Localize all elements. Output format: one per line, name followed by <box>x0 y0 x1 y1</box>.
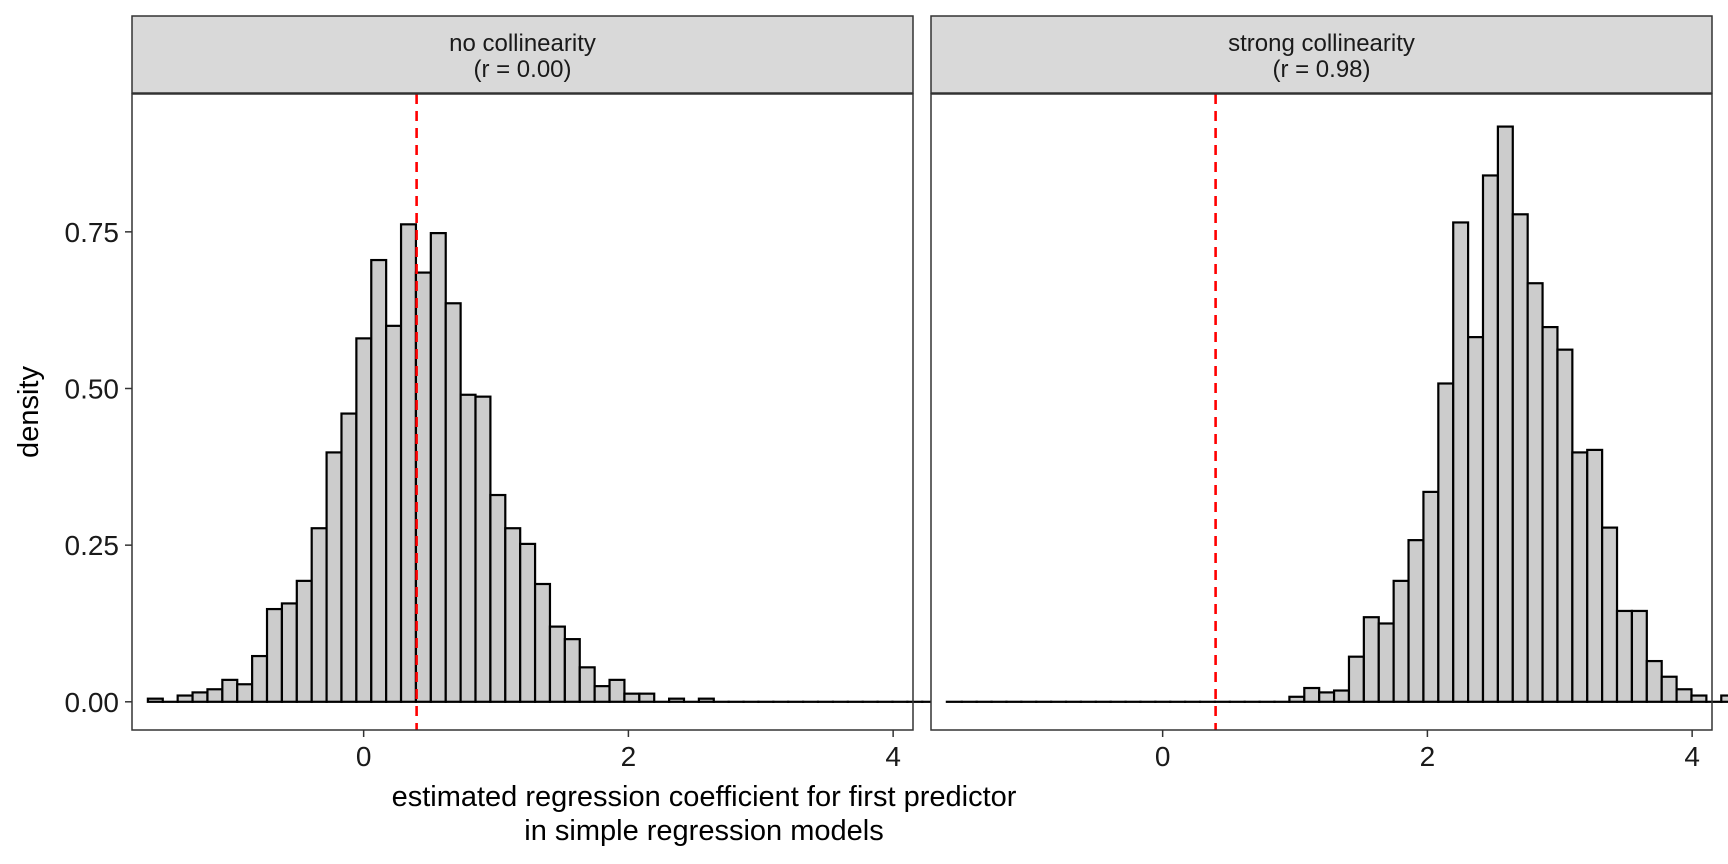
histogram-bar <box>608 678 626 703</box>
histogram-bar <box>578 666 596 703</box>
histogram-bar <box>668 697 686 703</box>
histogram-bar <box>1645 659 1663 703</box>
histogram-bar <box>236 683 254 703</box>
x-tick-label: 4 <box>1684 741 1700 772</box>
histogram-bar <box>176 694 194 703</box>
histogram-bar <box>1437 382 1455 703</box>
histogram-bar <box>1422 490 1440 703</box>
histogram-bar <box>1660 675 1678 703</box>
histogram-bar <box>1407 539 1425 703</box>
x-tick-label: 0 <box>356 741 372 772</box>
histogram-bar <box>1571 451 1589 703</box>
histogram-bar <box>1720 694 1728 703</box>
histogram-bar <box>370 258 388 703</box>
histogram-bar <box>533 582 552 703</box>
histogram-bar <box>459 393 477 703</box>
x-tick-label: 2 <box>1420 741 1436 772</box>
histogram-bar <box>206 688 224 703</box>
facet-title-line-2: (r = 0.00) <box>473 56 571 83</box>
histogram-bar <box>1318 691 1336 703</box>
facet-title-line-2: (r = 0.98) <box>1272 56 1370 83</box>
y-axis: 0.00 0.25 0.50 0.75 <box>65 217 132 718</box>
histogram-bar <box>474 395 492 703</box>
histogram-bar <box>623 692 641 703</box>
histogram-bar <box>1362 616 1380 703</box>
histogram-bar <box>429 232 447 703</box>
y-tick-label: 0.75 <box>65 217 120 248</box>
y-tick-label: 0.50 <box>65 374 120 405</box>
histogram-bar <box>1332 689 1351 703</box>
x-axes: 0 2 4 0 2 4 <box>356 730 1700 772</box>
histogram-bar <box>697 697 715 703</box>
histogram-bar <box>1303 686 1321 703</box>
x-axis-title-line-2: in simple regression models <box>524 815 883 847</box>
facet-strip <box>930 15 1713 94</box>
histogram-bar <box>1541 325 1559 703</box>
histogram-bar <box>355 337 373 703</box>
histogram-bar <box>1615 609 1634 703</box>
histogram-bar <box>1481 174 1499 703</box>
histogram-bar <box>1496 125 1514 703</box>
x-tick-label: 2 <box>621 741 637 772</box>
histogram-bar <box>385 324 403 703</box>
histogram-bar <box>191 691 209 703</box>
histogram-bar <box>1288 695 1306 703</box>
panel-border <box>930 93 1713 731</box>
histogram-bar <box>548 625 566 703</box>
histogram-bar <box>1601 526 1619 703</box>
panel-border <box>131 93 914 731</box>
histogram-bar <box>489 493 507 703</box>
histogram-bar <box>504 527 522 703</box>
histogram-bar <box>1526 282 1544 703</box>
histogram-bar <box>1467 336 1485 703</box>
histogram-bar <box>1630 609 1648 703</box>
histogram-bar <box>1690 694 1708 703</box>
histogram-bar <box>399 223 418 703</box>
facet-title-line-1: no collinearity <box>449 30 596 57</box>
histogram-bar <box>251 654 269 703</box>
facet-panel-2: strong collinearity(r = 0.98) <box>930 15 1728 731</box>
y-tick-label: 0.00 <box>65 687 120 718</box>
histogram-bar <box>519 542 537 703</box>
histogram-bar <box>280 602 298 703</box>
histogram-bar <box>146 697 164 703</box>
histogram-bar <box>1586 448 1604 703</box>
histogram-bar <box>265 607 284 703</box>
y-tick-label: 0.25 <box>65 530 120 561</box>
histogram-bar <box>310 527 328 703</box>
x-axis-title-line-1: estimated regression coefficient for fir… <box>392 781 1017 813</box>
histogram-bar <box>1377 622 1395 703</box>
histogram-bar <box>1392 579 1410 703</box>
facet-title-line-1: strong collinearity <box>1228 30 1415 57</box>
facet-panel-1: no collinearity(r = 0.00) <box>131 15 998 731</box>
panels-layer: no collinearity(r = 0.00)strong collinea… <box>131 15 1728 731</box>
histogram-bar <box>444 302 462 703</box>
histogram-bar <box>221 678 239 703</box>
histogram-bar <box>295 579 313 703</box>
histogram-bar <box>1511 213 1529 703</box>
histogram-bar <box>1556 348 1574 703</box>
facet-strip <box>131 15 914 94</box>
histogram-bar <box>414 271 432 703</box>
y-axis-title: density <box>13 366 45 458</box>
histogram-bar <box>1347 655 1365 703</box>
histogram-bar <box>593 685 611 703</box>
histogram-bar <box>1452 221 1470 703</box>
histogram-bar <box>1675 688 1693 703</box>
histogram-bar <box>563 638 581 703</box>
histogram-bar <box>638 692 656 703</box>
histogram-bar <box>325 451 343 703</box>
histogram-bar <box>340 412 358 703</box>
x-tick-label: 4 <box>885 741 901 772</box>
x-tick-label: 0 <box>1155 741 1171 772</box>
